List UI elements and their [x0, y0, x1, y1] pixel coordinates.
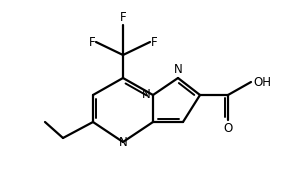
Text: N: N: [119, 136, 127, 150]
Text: N: N: [174, 63, 182, 76]
Text: O: O: [223, 122, 233, 135]
Text: N: N: [142, 88, 151, 101]
Text: F: F: [120, 11, 126, 24]
Text: F: F: [151, 36, 158, 48]
Text: OH: OH: [253, 76, 271, 88]
Text: F: F: [89, 36, 95, 48]
